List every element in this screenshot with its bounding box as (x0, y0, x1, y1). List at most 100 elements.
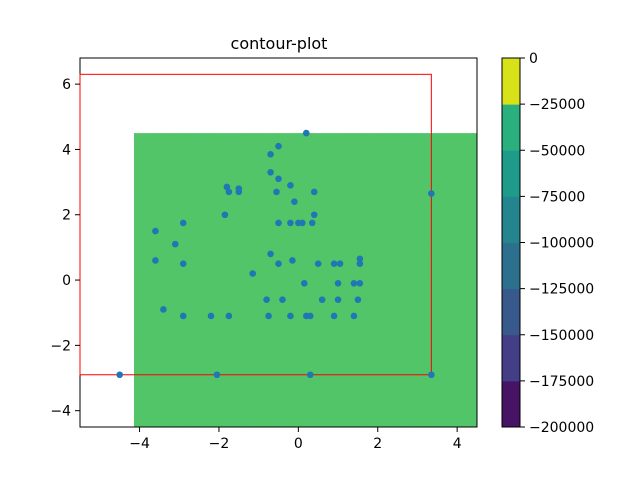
contour-cell (310, 387, 316, 392)
contour-cell (134, 172, 137, 178)
contour-cell (194, 359, 200, 365)
contour-cell (281, 315, 287, 321)
contour-cell (277, 351, 283, 357)
contour-cell (339, 371, 345, 376)
contour-cell (368, 184, 374, 190)
contour-cell (177, 208, 183, 214)
contour-cell (231, 383, 237, 388)
contour-cell (240, 168, 245, 174)
contour-cell (248, 359, 254, 365)
contour-cell (186, 284, 191, 289)
contour-cell (398, 379, 403, 384)
contour-cell (173, 264, 179, 269)
contour-cell (281, 200, 287, 206)
contour-cell (211, 145, 216, 150)
contour-cell (165, 164, 171, 170)
contour-cell (352, 319, 358, 325)
contour-cell (260, 347, 266, 353)
contour-cell (148, 133, 154, 138)
contour-cell (190, 323, 196, 329)
contour-cell (177, 152, 183, 158)
contour-cell (169, 351, 175, 357)
contour-cell (364, 387, 370, 392)
contour-cell (144, 415, 150, 420)
contour-cell (211, 168, 216, 174)
contour-cell (319, 240, 324, 245)
contour-cell (186, 351, 191, 357)
contour-cell (327, 403, 333, 408)
contour-cell (352, 403, 358, 408)
contour-cell (211, 399, 216, 404)
contour-cell (327, 379, 333, 384)
contour-cell (211, 208, 216, 214)
contour-cell (344, 228, 349, 233)
contour-cell (223, 323, 229, 329)
contour-cell (339, 327, 345, 333)
contour-cell (240, 248, 245, 253)
contour-cell (165, 228, 171, 233)
contour-cell (215, 295, 221, 301)
contour-cell (211, 256, 216, 261)
contour-cell (252, 164, 258, 170)
contour-cell (306, 192, 312, 198)
contour-cell (327, 172, 333, 178)
contour-cell (265, 137, 270, 142)
contour-cell (136, 236, 142, 241)
contour-cell (323, 212, 329, 218)
contour-cell (227, 367, 233, 372)
contour-cell (134, 311, 137, 317)
contour-cell (182, 224, 187, 230)
contour-cell (236, 252, 241, 257)
contour-cell (277, 256, 283, 261)
contour-cell (236, 359, 241, 365)
contour-cell (256, 268, 262, 273)
contour-cell (169, 411, 175, 416)
contour-cell (240, 192, 245, 198)
contour-cell (377, 244, 383, 249)
contour-cell (190, 319, 196, 325)
contour-cell (148, 363, 154, 369)
contour-cell (182, 375, 187, 380)
contour-cell (319, 395, 324, 400)
contour-cell (327, 323, 333, 329)
contour-cell (344, 371, 349, 376)
contour-cell (202, 145, 208, 150)
contour-cell (348, 423, 353, 427)
contour-cell (281, 133, 287, 138)
contour-cell (290, 407, 295, 412)
contour-cell (244, 323, 250, 329)
contour-cell (236, 212, 241, 218)
contour-cell (260, 311, 266, 317)
contour-cell (223, 359, 229, 365)
contour-cell (348, 319, 353, 325)
contour-cell (140, 343, 146, 349)
contour-cell (231, 403, 237, 408)
contour-cell (173, 152, 179, 158)
contour-cell (182, 272, 187, 277)
contour-cell (252, 184, 258, 190)
contour-cell (344, 200, 349, 206)
contour-cell (165, 216, 171, 222)
contour-cell (298, 391, 304, 396)
contour-cell (373, 208, 378, 214)
contour-cell (252, 319, 258, 325)
contour-cell (368, 379, 374, 384)
contour-cell (389, 168, 395, 174)
contour-cell (148, 419, 154, 424)
contour-cell (352, 184, 358, 190)
contour-cell (240, 311, 245, 317)
contour-cell (348, 391, 353, 396)
contour-cell (385, 176, 391, 182)
contour-cell (227, 327, 233, 333)
contour-cell (344, 176, 349, 182)
contour-cell (323, 264, 329, 269)
contour-cell (236, 160, 241, 166)
contour-cell (348, 148, 353, 154)
contour-cell (269, 204, 275, 210)
contour-cell (236, 276, 241, 281)
contour-cell (244, 180, 250, 186)
contour-cell (157, 343, 162, 349)
contour-cell (339, 272, 345, 277)
contour-cell (161, 133, 166, 138)
contour-cell (157, 307, 162, 313)
